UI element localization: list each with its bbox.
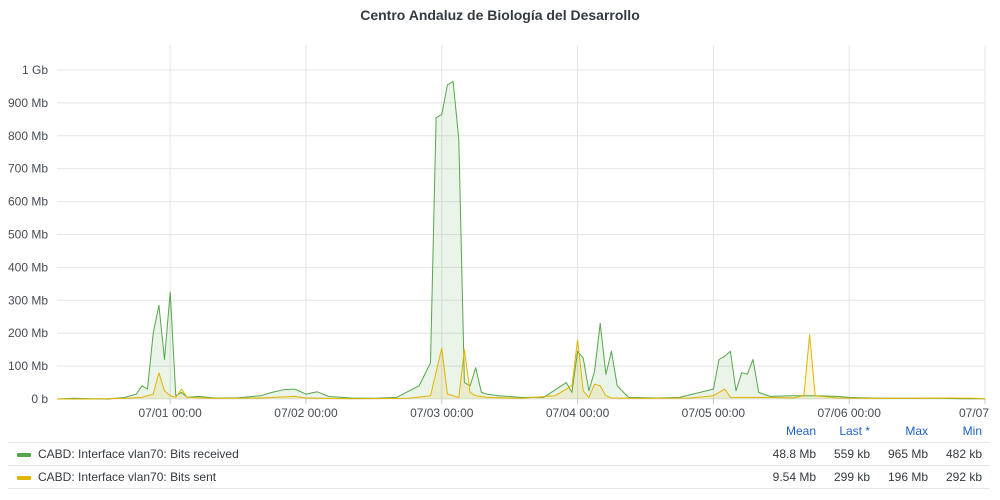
legend-value-min: 482 kb [945,447,982,461]
x-tick-label: 07/07 [959,406,989,420]
y-tick-label: 600 Mb [8,195,48,209]
legend-series-name[interactable]: CABD: Interface vlan70: Bits sent [38,470,217,484]
legend-header-min[interactable]: Min [962,424,982,438]
y-tick-label: 400 Mb [8,260,48,274]
series-line-0[interactable] [56,81,985,400]
legend-value-max: 965 Mb [887,447,928,461]
y-tick-label: 100 Mb [8,359,48,373]
series-area-0 [57,81,985,399]
legend-header: Mean Last * Max Min [8,420,990,442]
x-tick-label: 07/03 00:00 [410,406,474,420]
chart-series [56,81,986,400]
legend-value-last: 559 kb [833,447,870,461]
legend-series-name[interactable]: CABD: Interface vlan70: Bits received [38,447,239,461]
legend-value-min: 292 kb [945,470,982,484]
chart-plot[interactable]: 0 b 100 Mb 200 Mb 300 Mb 400 Mb 500 Mb 600 Mb 7… [0,0,1000,420]
legend-header-last[interactable]: Last * [839,424,870,438]
y-tick-label: 900 Mb [8,96,48,110]
y-tick-label: 1 Gb [22,63,48,77]
legend-value-mean: 9.54 Mb [772,470,816,484]
y-tick-label: 500 Mb [8,228,48,242]
legend-swatch-sent[interactable] [17,476,31,480]
legend-value-last: 299 kb [833,470,870,484]
series-line-1[interactable] [57,334,986,400]
x-tick-label: 07/02 00:00 [274,406,338,420]
y-tick-label: 0 b [31,392,48,406]
y-tick-label: 700 Mb [8,162,48,176]
legend-row-received[interactable]: CABD: Interface vlan70: Bits received 48… [8,442,990,465]
y-axis: 0 b 100 Mb 200 Mb 300 Mb 400 Mb 500 Mb 600 Mb 7… [8,63,48,406]
legend-swatch-received[interactable] [17,453,31,457]
x-tick-label: 07/04 00:00 [546,406,610,420]
legend-header-mean[interactable]: Mean [785,424,816,438]
y-tick-label: 200 Mb [8,326,48,340]
x-tick-label: 07/06 00:00 [817,406,881,420]
legend-header-max[interactable]: Max [905,424,928,438]
series-area-1 [57,334,985,399]
legend-value-mean: 48.8 Mb [772,447,816,461]
chart-grid [57,45,986,404]
x-axis: 07/01 00:00 07/02 00:00 07/03 00:00 07/04 0… [138,406,989,420]
legend-table: Mean Last * Max Min CABD: Interface vlan… [8,420,990,489]
legend-value-max: 196 Mb [887,470,928,484]
y-tick-label: 800 Mb [8,129,48,143]
legend-row-sent[interactable]: CABD: Interface vlan70: Bits sent 9.54 M… [8,465,990,489]
x-tick-label: 07/05 00:00 [682,406,746,420]
panel-title: Centro Andaluz de Biología del Desarroll… [360,7,640,23]
x-tick-label: 07/01 00:00 [138,406,202,420]
y-tick-label: 300 Mb [8,293,48,307]
